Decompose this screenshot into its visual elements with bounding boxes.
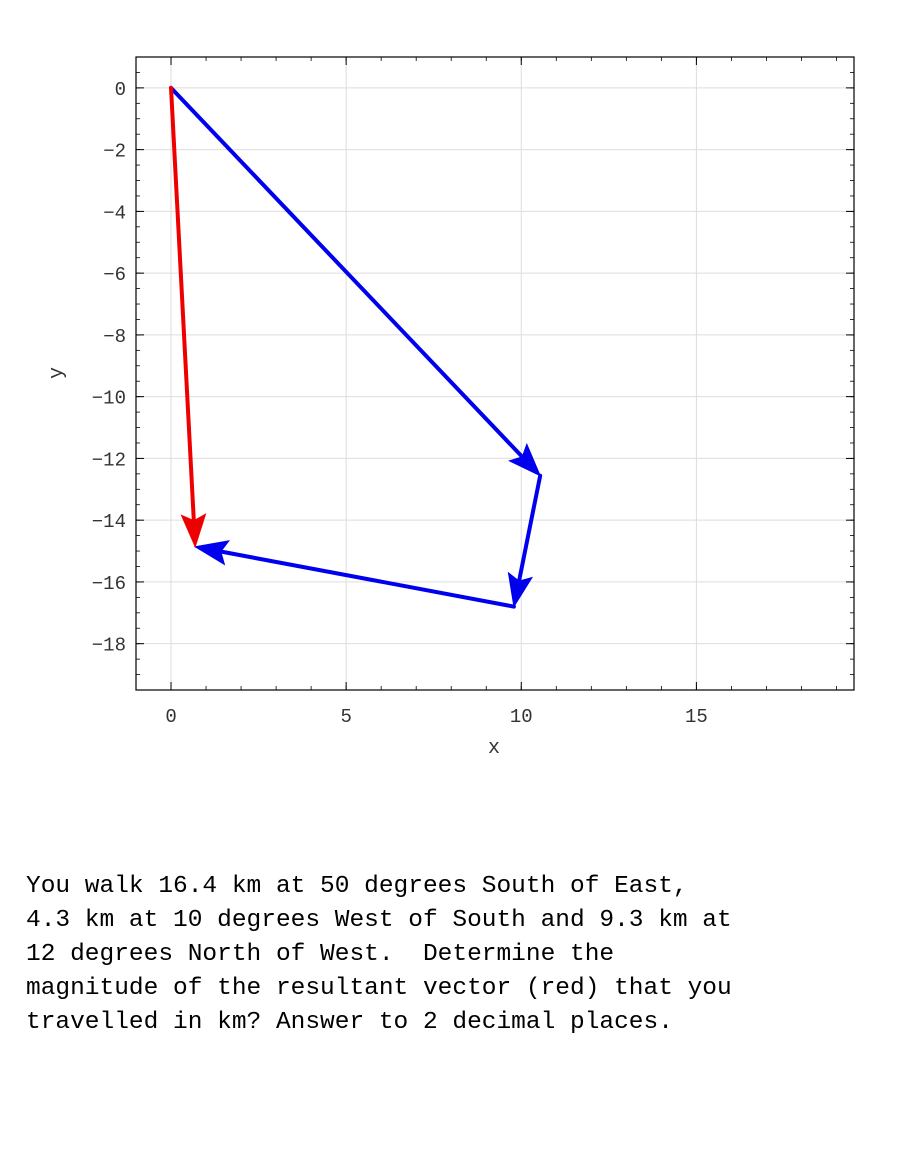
x-tick-label: 5 [340,706,351,728]
component-vector [193,540,516,609]
y-tick-label: −12 [92,449,126,471]
minor-ticks [135,56,854,691]
y-tick-label: −8 [103,326,126,348]
x-axis-label: x [488,737,500,760]
vectors [169,85,543,609]
tick-labels: 0 5 10 15 0 −2 −4 −6 −8 −10 −12 −14 −16 −18 [92,79,708,728]
grid-lines [136,57,854,690]
y-tick-label: −10 [92,388,126,410]
x-tick-label: 15 [685,706,708,728]
y-tick-label: −14 [92,511,126,533]
x-tick-label: 0 [165,706,176,728]
resultant-vector-shaft [169,85,196,521]
y-tick-label: −18 [92,635,126,657]
y-tick-label: −16 [92,573,126,595]
resultant-vector-head [180,513,207,549]
plot-frame [135,56,855,691]
component-vector-head [193,540,231,566]
component-vector-shaft [169,85,523,458]
y-tick-label: −2 [103,141,126,163]
component-vector-shaft [517,473,543,582]
x-tick-label: 10 [510,706,533,728]
y-tick-label: −6 [103,264,126,286]
component-vector [169,85,542,477]
component-vector-shaft [220,549,516,609]
component-vector-head [508,442,542,477]
y-axis-label: y [46,367,69,379]
component-vector-head [507,571,534,609]
component-vector [507,473,543,609]
y-tick-label: −4 [103,202,126,224]
question-text: You walk 16.4 km at 50 degrees South of … [26,873,732,1036]
resultant-vector [169,85,207,549]
vector-plot: 0 5 10 15 0 −2 −4 −6 −8 −10 −12 −14 −16 −18 x y [46,56,855,760]
y-tick-label: 0 [115,79,126,101]
